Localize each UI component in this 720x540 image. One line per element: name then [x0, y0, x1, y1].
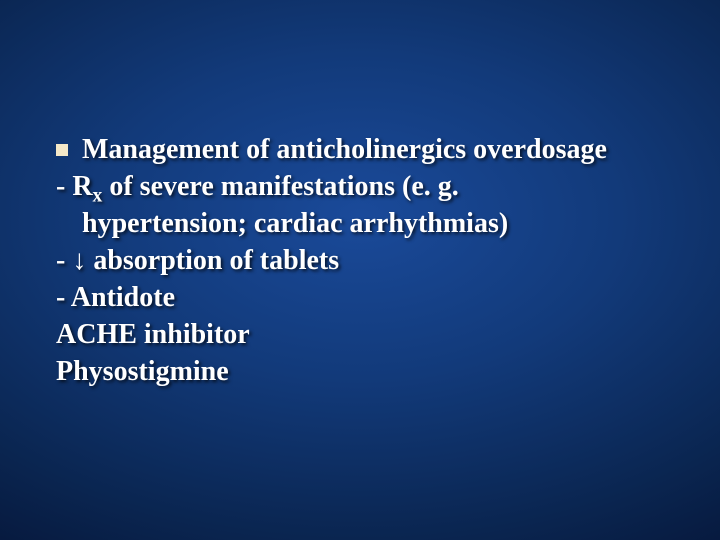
- line-absorption: - ↓ absorption of tablets: [56, 243, 680, 280]
- slide-content: Management of anticholinergics overdosag…: [56, 132, 680, 391]
- line-hypertension: hypertension; cardiac arrhythmias): [56, 206, 680, 243]
- bullet-line: Management of anticholinergics overdosag…: [56, 132, 680, 169]
- square-bullet-icon: [56, 144, 68, 156]
- line-antidote: - Antidote: [56, 280, 680, 317]
- line-rx-part2: of severe manifestations (e. g.: [102, 171, 458, 202]
- line-rx: - Rx of severe manifestations (e. g.: [56, 169, 680, 206]
- line-ache: ACHE inhibitor: [56, 317, 680, 354]
- title-text: Management of anticholinergics overdosag…: [82, 132, 607, 169]
- line-physostigmine: Physostigmine: [56, 354, 680, 391]
- subscript-x: x: [93, 186, 103, 207]
- line-rx-part1: - R: [56, 171, 93, 202]
